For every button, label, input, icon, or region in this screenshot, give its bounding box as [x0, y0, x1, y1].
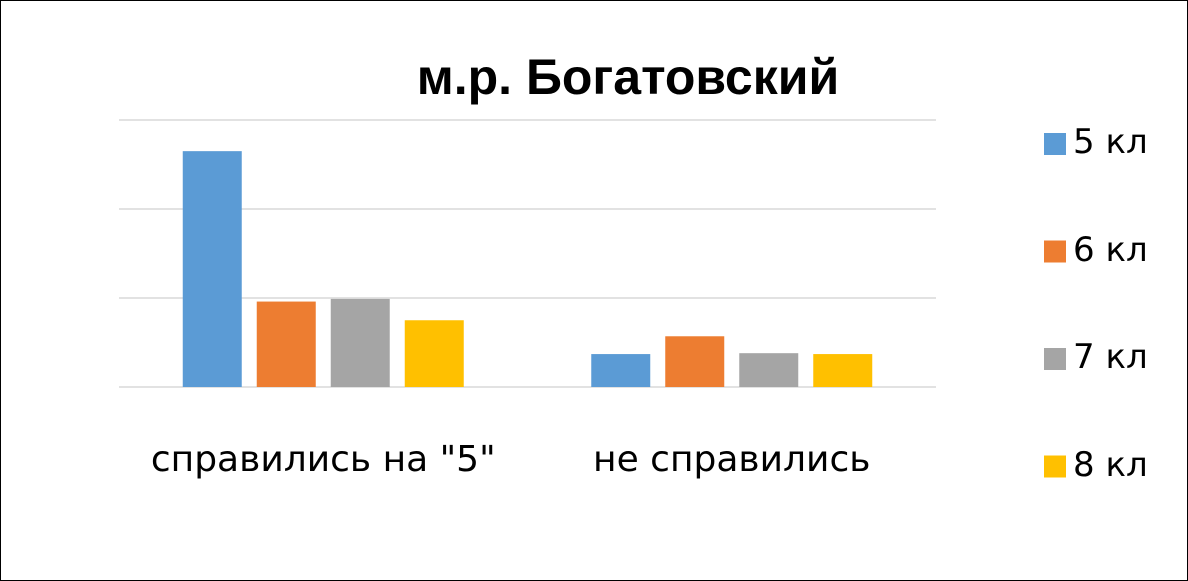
bar	[331, 299, 390, 387]
bar	[591, 354, 650, 387]
legend-label: 6 кл	[1073, 230, 1148, 270]
plot: м.р. Богатовский	[1, 1, 1187, 580]
legend-swatch	[1044, 348, 1066, 370]
x-tick-label: справились на "5"	[143, 436, 503, 484]
bar	[665, 336, 724, 387]
legend-swatch	[1044, 241, 1066, 263]
legend-label: 7 кл	[1073, 337, 1148, 377]
chart-title: м.р. Богатовский	[417, 49, 840, 105]
bar	[405, 320, 464, 387]
bar	[739, 353, 798, 387]
chart: м.р. Богатовский справились на "5" не спр…	[0, 0, 1188, 581]
legend-swatch	[1044, 456, 1066, 478]
legend-label: 8 кл	[1073, 445, 1148, 485]
bar	[257, 302, 316, 387]
legend-label: 5 кл	[1073, 122, 1148, 162]
legend-swatch	[1044, 133, 1066, 155]
x-tick-label: не справились	[552, 436, 912, 484]
bar	[813, 354, 872, 387]
bar	[183, 151, 242, 387]
